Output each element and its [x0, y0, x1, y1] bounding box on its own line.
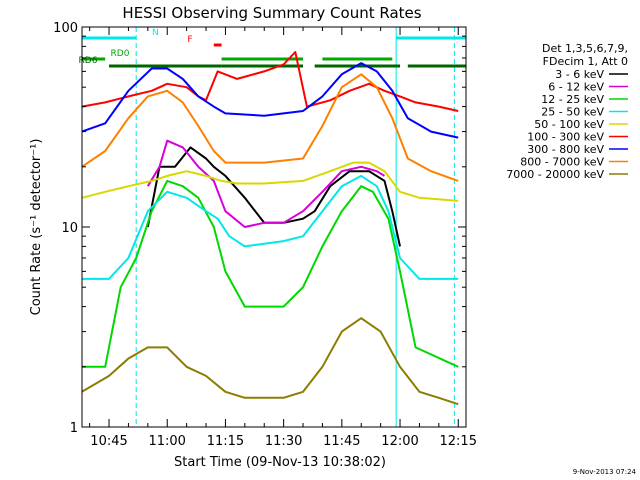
footer-timestamp: 9-Nov-2013 07:24: [573, 468, 637, 476]
legend-label-6: 300 - 800 keV: [527, 143, 604, 156]
series-line-6: [81, 62, 459, 139]
legend: Det 1,3,5,6,7,9,FDecim 1, Att 03 - 6 keV…: [506, 42, 628, 181]
legend-label-3: 25 - 50 keV: [541, 106, 604, 119]
legend-label-8: 7000 - 20000 keV: [506, 168, 604, 181]
y-tick-label-1: 10: [61, 221, 78, 236]
x-tick-label-4: 11:45: [323, 434, 360, 449]
y-tick-label-2: 100: [53, 21, 78, 36]
x-tick-label-1: 11:00: [148, 434, 185, 449]
legend-label-1: 6 - 12 keV: [548, 81, 604, 94]
plot-frame: [81, 26, 467, 428]
series-line-5: [81, 51, 459, 112]
series-line-3: [81, 174, 459, 280]
flag-bars: N F RD0 RD6: [79, 27, 466, 427]
flag-label-rd0: RD0: [111, 49, 130, 59]
y-tick-label-0: 1: [70, 421, 78, 436]
flag-label-rd6: RD6: [79, 56, 98, 66]
legend-label-4: 50 - 100 keV: [534, 118, 604, 131]
x-axis-label: Start Time (09-Nov-13 10:38:02): [174, 455, 386, 470]
y-axis-label: Count Rate (s⁻¹ detector⁻¹): [29, 139, 44, 316]
flag-label-f: F: [187, 35, 192, 45]
legend-label-0: 3 - 6 keV: [555, 68, 604, 81]
series-lines: [81, 51, 459, 406]
x-tick-label-0: 10:45: [90, 434, 127, 449]
series-line-2: [81, 179, 459, 368]
x-tick-label-2: 11:15: [207, 434, 244, 449]
x-tick-label-3: 11:30: [265, 434, 302, 449]
y-axis: 1 10 100: [53, 21, 466, 436]
x-axis: 10:45 11:00 11:15 11:30 11:45 12:00 12:15: [89, 27, 477, 449]
x-tick-label-6: 12:15: [440, 434, 477, 449]
series-line-4: [81, 161, 459, 202]
legend-header-1: FDecim 1, Att 0: [543, 55, 628, 68]
series-line-7: [81, 73, 459, 182]
legend-label-7: 800 - 7000 keV: [520, 156, 604, 169]
flag-label-n: N: [152, 28, 159, 38]
x-tick-label-5: 12:00: [381, 434, 418, 449]
legend-label-5: 100 - 300 keV: [527, 131, 604, 144]
legend-header-0: Det 1,3,5,6,7,9,: [542, 42, 628, 55]
series-line-1: [146, 139, 386, 228]
series-line-8: [81, 317, 459, 406]
chart-title: HESSI Observing Summary Count Rates: [122, 4, 421, 22]
legend-label-2: 12 - 25 keV: [541, 93, 604, 106]
